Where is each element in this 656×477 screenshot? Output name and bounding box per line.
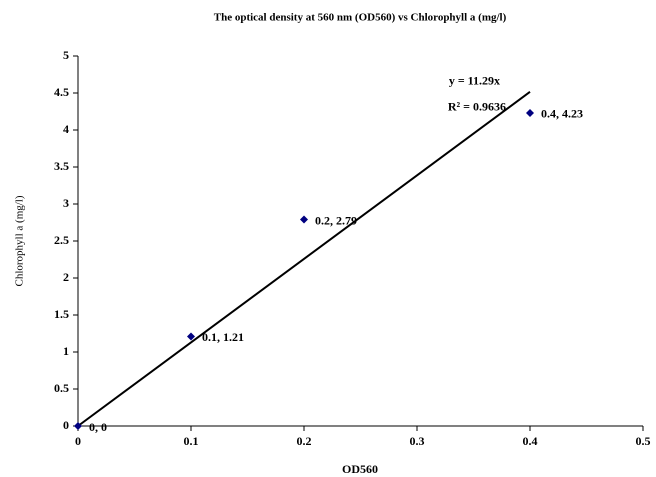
point xyxy=(526,108,534,117)
y-tick-label: 1.5 xyxy=(54,307,69,321)
x-tick-label: 0.5 xyxy=(636,434,651,448)
trendline-r-squared: R² = 0.9636 xyxy=(448,100,506,114)
data-label: 0.2, 2.79 xyxy=(315,213,357,227)
trendline-equation: y = 11.29x xyxy=(449,74,500,88)
trendline xyxy=(77,91,531,427)
y-tick-label: 0.5 xyxy=(54,381,69,395)
x-tick-label: 0 xyxy=(75,434,81,448)
y-tick-label: 4.5 xyxy=(54,85,69,99)
data-label: 0.4, 4.23 xyxy=(541,107,583,121)
x-axis-label: OD560 xyxy=(342,462,378,476)
y-tick-label: 0 xyxy=(63,418,69,432)
x-tick-label: 0.3 xyxy=(410,434,425,448)
x-tick-label: 0.1 xyxy=(184,434,199,448)
y-tick-label: 3.5 xyxy=(54,159,69,173)
data-label: 0, 0 xyxy=(89,420,107,434)
x-tick-label: 0.2 xyxy=(297,434,312,448)
chart-title: The optical density at 560 nm (OD560) vs… xyxy=(214,12,507,24)
point xyxy=(300,215,308,224)
y-tick-label: 5 xyxy=(63,48,69,62)
data-label: 0.1, 1.21 xyxy=(202,330,244,344)
y-axis-label: Chlorophyll a (mg/l) xyxy=(14,195,26,286)
y-tick-label: 4 xyxy=(63,122,69,136)
y-tick-label: 1 xyxy=(63,344,69,358)
point xyxy=(74,422,82,430)
x-tick-label: 0.4 xyxy=(523,434,538,448)
point xyxy=(187,332,195,341)
y-tick-label: 2.5 xyxy=(54,233,69,247)
y-tick-label: 2 xyxy=(63,270,69,284)
y-tick-label: 3 xyxy=(63,196,69,210)
